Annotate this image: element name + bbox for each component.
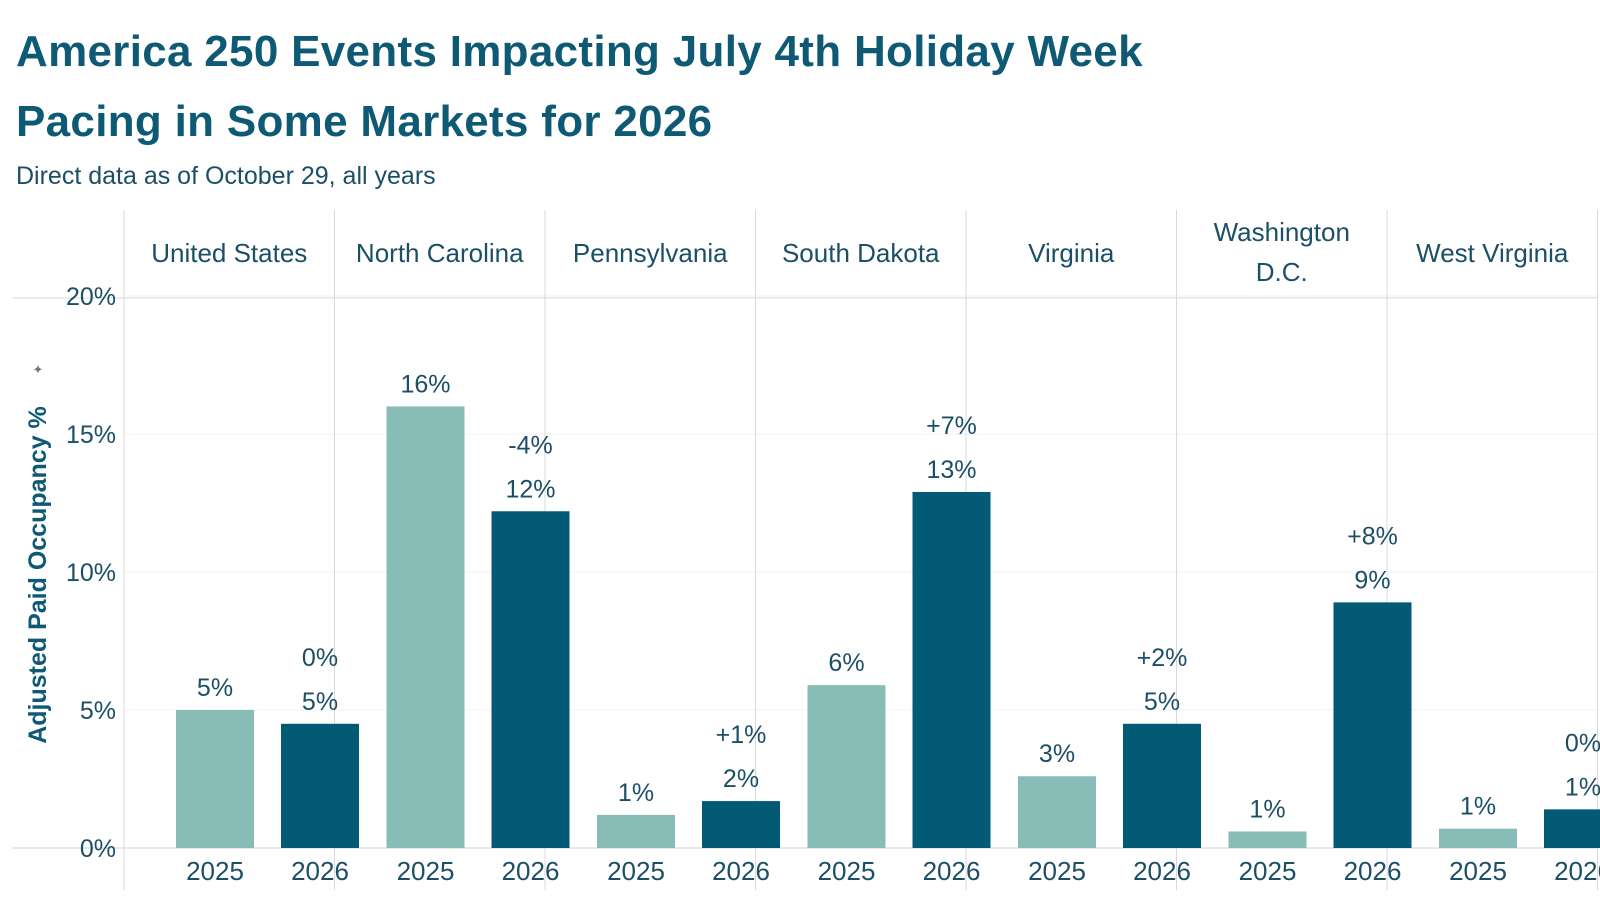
bar-2026	[912, 491, 991, 848]
bar-value-label: 5%	[302, 688, 338, 716]
bar-value-label: 16%	[400, 370, 450, 398]
y-axis-title: Adjusted Paid Occupancy %	[24, 406, 52, 744]
pin-icon: ✦	[33, 362, 44, 377]
bar-value-label: 1%	[1460, 793, 1496, 821]
chart-title-line-2: Pacing in Some Markets for 2026	[16, 97, 713, 146]
change-label: 0%	[1565, 729, 1600, 757]
market-header-label: North Carolina	[356, 238, 524, 268]
x-tick-label: 2026	[712, 856, 770, 886]
market-header-label: Pennsylvania	[573, 238, 728, 268]
bar-value-label: 6%	[828, 649, 864, 677]
change-label: +8%	[1347, 522, 1398, 550]
bar-2025	[1228, 831, 1307, 848]
bar-2025	[386, 406, 465, 848]
bar-2025	[176, 710, 254, 848]
bar-2026	[702, 801, 780, 848]
bar-value-label: 13%	[926, 456, 976, 484]
bar-value-label: 12%	[505, 475, 555, 503]
market-header-label: United States	[151, 238, 307, 268]
bar-2026	[1123, 723, 1201, 848]
bar-value-label: 5%	[197, 674, 233, 702]
bar-value-label: 1%	[618, 779, 654, 807]
x-tick-label: 2025	[818, 856, 876, 886]
x-tick-label: 2025	[1449, 856, 1507, 886]
change-label: 0%	[302, 644, 338, 672]
market-header-label: D.C.	[1256, 257, 1308, 287]
change-label: +2%	[1137, 644, 1188, 672]
x-tick-label: 2025	[186, 856, 244, 886]
x-tick-label: 2026	[923, 856, 981, 886]
y-tick-label: 20%	[66, 283, 116, 311]
chart-title-line-1: America 250 Events Impacting July 4th Ho…	[16, 27, 1143, 76]
chart-subtitle: Direct data as of October 29, all years	[16, 162, 436, 190]
x-tick-label: 2025	[1239, 856, 1297, 886]
market-header-label: South Dakota	[782, 238, 940, 268]
x-tick-label: 2026	[1133, 856, 1191, 886]
bar-2026	[281, 723, 359, 848]
bar-2025	[597, 814, 675, 848]
x-tick-label: 2025	[1028, 856, 1086, 886]
bar-value-label: 3%	[1039, 740, 1075, 768]
bar-2025	[1439, 828, 1517, 848]
market-header-label: West Virginia	[1416, 238, 1569, 268]
y-tick-label: 15%	[66, 421, 116, 449]
x-tick-label: 2026	[291, 856, 349, 886]
market-header-label: Virginia	[1028, 238, 1115, 268]
market-header-label: Washington	[1214, 217, 1350, 247]
x-tick-label: 2025	[607, 856, 665, 886]
x-tick-label: 2026	[1344, 856, 1402, 886]
bar-value-label: 9%	[1354, 566, 1390, 594]
change-label: +1%	[716, 721, 767, 749]
y-tick-label: 0%	[80, 835, 116, 863]
change-label: -4%	[508, 431, 552, 459]
bar-2025	[807, 685, 886, 848]
bar-value-label: 5%	[1144, 688, 1180, 716]
change-label: +7%	[926, 412, 977, 440]
bar-2026	[491, 511, 570, 848]
x-tick-label: 2025	[397, 856, 455, 886]
x-tick-label: 2026	[1554, 856, 1600, 886]
y-tick-label: 10%	[66, 559, 116, 587]
y-tick-label: 5%	[80, 697, 116, 725]
bar-2025	[1018, 776, 1096, 848]
bar-2026	[1544, 809, 1600, 848]
bar-value-label: 2%	[723, 765, 759, 793]
bar-value-label: 1%	[1249, 795, 1285, 823]
bar-value-label: 1%	[1565, 773, 1600, 801]
bar-2026	[1333, 602, 1412, 848]
x-tick-label: 2026	[502, 856, 560, 886]
